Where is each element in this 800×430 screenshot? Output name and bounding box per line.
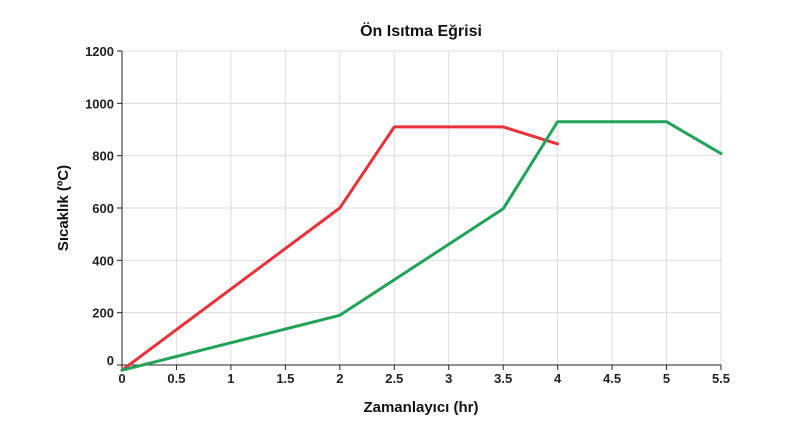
x-tick-label: 3.5 <box>494 371 512 386</box>
x-tick-label: 0 <box>118 371 125 386</box>
x-tick-label: 2.5 <box>385 371 403 386</box>
series-lines <box>120 120 723 372</box>
y-tick-label: 200 <box>92 306 114 321</box>
axes <box>117 50 722 370</box>
y-tick-label: 0 <box>107 353 114 368</box>
series-line-2 <box>120 120 723 372</box>
x-tick-label: 1.5 <box>276 371 294 386</box>
grid <box>122 50 722 365</box>
x-tick-label: 4 <box>554 371 562 386</box>
x-tick-label: 1 <box>227 371 234 386</box>
chart-title: Ön Isıtma Eğrisi <box>360 21 482 40</box>
y-tick-label: 600 <box>92 201 114 216</box>
series-line-1 <box>120 125 560 372</box>
y-tick-label: 1000 <box>85 96 114 111</box>
y-tick-label: 800 <box>92 149 114 164</box>
x-tick-label: 4.5 <box>603 371 621 386</box>
x-tick-label: 2 <box>336 371 343 386</box>
x-tick-label: 3 <box>445 371 452 386</box>
x-tick-label: 5 <box>663 371 670 386</box>
y-tick-label: 400 <box>92 253 114 268</box>
x-tick-label: 5.5 <box>712 371 730 386</box>
x-tick-label: 0.5 <box>167 371 185 386</box>
tick-labels: 0 0.5 1 1.5 2 2.5 3 3.5 4 4.5 5 5.5 0 200 400 600 800 100… <box>85 44 730 386</box>
x-axis-label: Zamanlayıcı (hr) <box>363 399 478 416</box>
y-tick-label: 1200 <box>85 44 114 59</box>
y-axis-label: Sıcaklık (ºC) <box>55 165 72 251</box>
